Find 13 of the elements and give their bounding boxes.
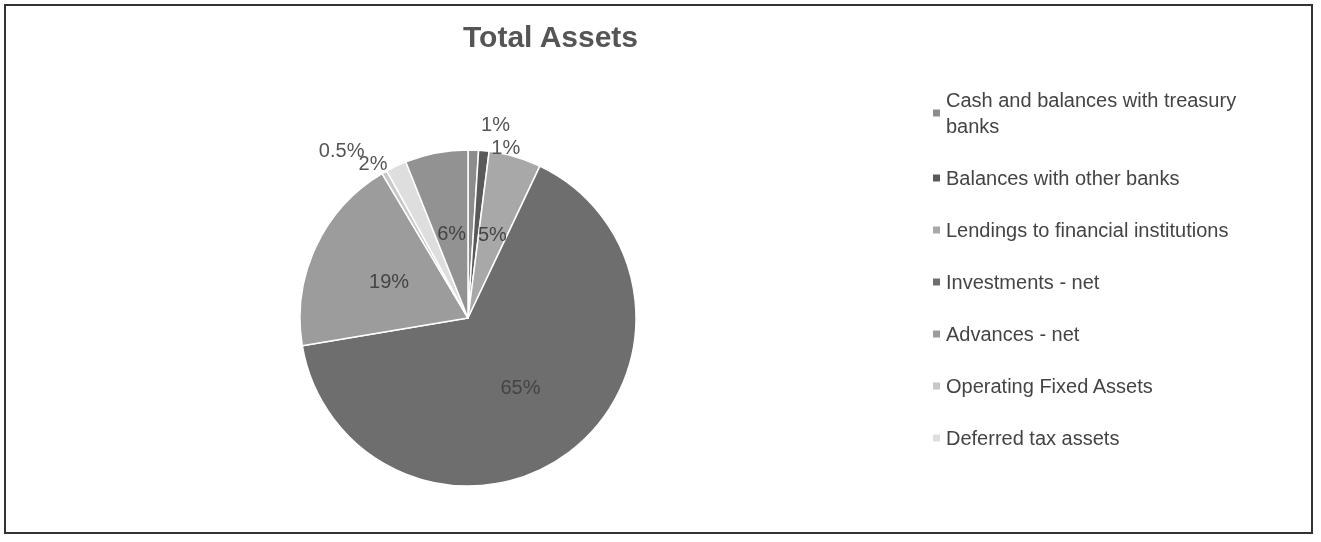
legend-label: Cash and balances with treasury banks: [946, 89, 1242, 137]
legend-label: Lendings to financial institutions: [946, 219, 1229, 241]
chart-title: Total Assets: [463, 19, 639, 53]
legend-label: Deferred tax assets: [946, 427, 1120, 449]
data-label: 1%: [491, 135, 521, 158]
data-label: 1%: [481, 113, 511, 136]
data-label: 19%: [369, 270, 410, 293]
data-label: 5%: [477, 223, 508, 246]
legend-label: Operating Fixed Assets: [946, 375, 1153, 397]
legend-label: Balances with other banks: [946, 167, 1180, 189]
legend-label: Advances - net: [946, 323, 1080, 345]
legend-label: Investments - net: [946, 271, 1100, 293]
data-label: 6%: [437, 221, 467, 244]
